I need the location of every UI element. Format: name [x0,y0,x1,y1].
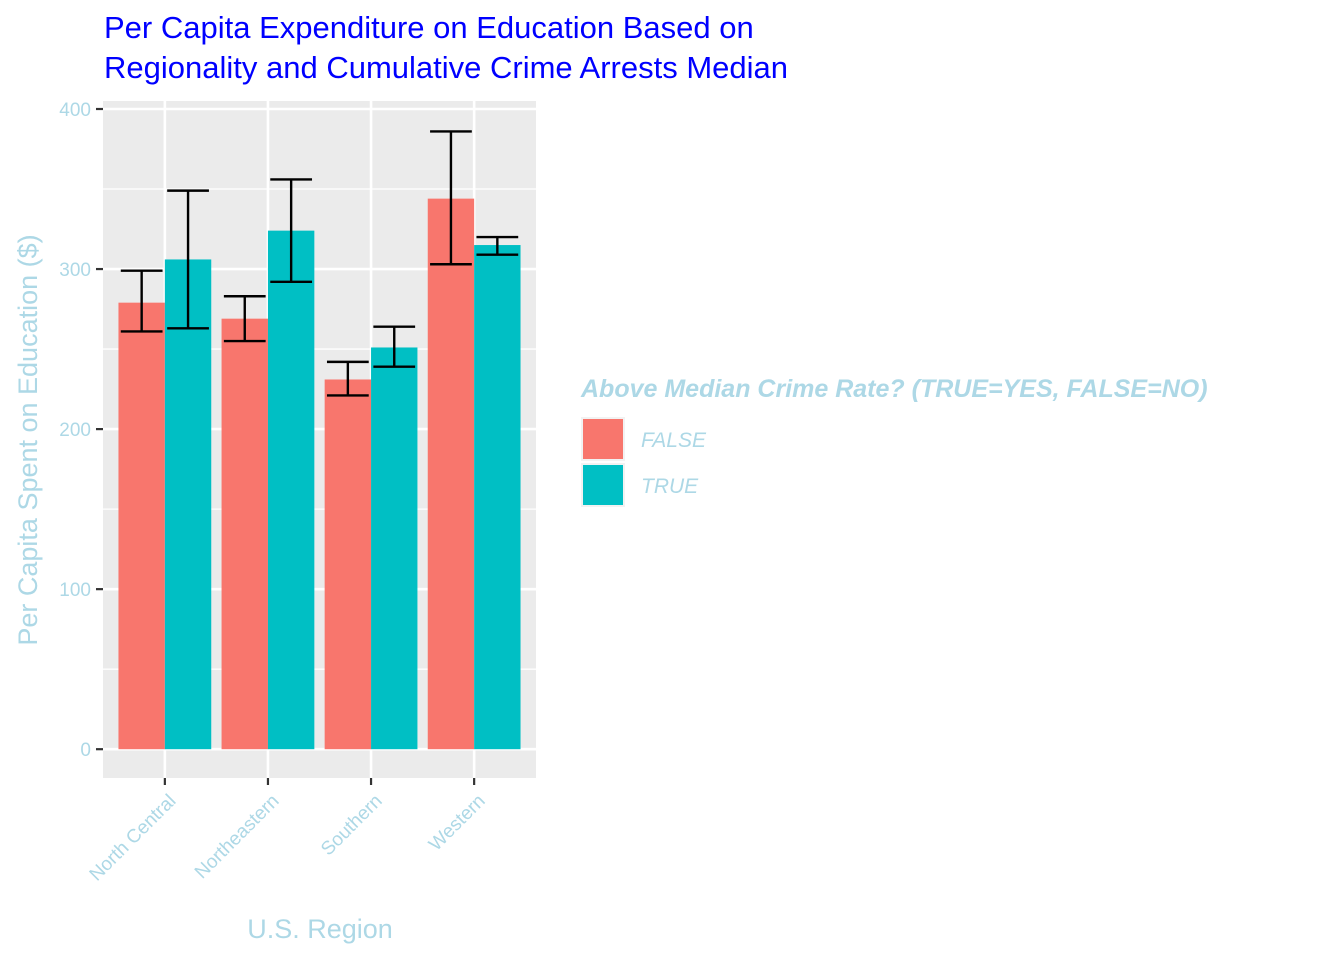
error-bars [120,130,519,397]
legend-key-true [583,465,623,505]
y-axis-title: Per Capita Spent on Education ($) [13,234,43,645]
x-tick-label: Western [425,791,490,856]
bar-true [474,245,521,750]
bar-false [427,198,475,750]
bar-false [324,379,372,750]
legend-title: Above Median Crime Rate? (TRUE=YES, FALS… [580,375,1208,403]
y-axis: 0 100 200 300 400 [59,100,103,761]
bar-true [164,259,212,750]
error-bar [430,130,472,266]
legend: Above Median Crime Rate? (TRUE=YES, FALS… [580,375,1208,507]
bar-false [221,318,268,750]
error-bar [476,235,519,256]
bar-false [118,302,165,750]
error-bar [167,189,209,330]
error-bar [326,360,369,397]
bar-true [267,230,315,750]
chart-title-line-1: Per Capita Expenditure on Education Base… [104,10,754,45]
chart-title-line-2: Regionality and Cumulative Crime Arrests… [104,50,788,85]
error-bar [120,269,163,333]
x-tick-label: Northeastern [191,791,284,884]
x-tick-label: North Central [86,791,181,886]
error-bar [223,295,266,343]
legend-label-false: FALSE [641,429,707,452]
y-tick-label: 400 [59,100,91,121]
error-bar [270,178,313,284]
error-bar [373,325,416,368]
x-axis: North Central Northeastern Southern Western [86,778,490,885]
bars [118,198,521,750]
y-tick-label: 200 [59,420,91,441]
bar-true [371,347,418,750]
x-axis-title: U.S. Region [247,914,393,944]
legend-label-true: TRUE [641,475,699,498]
legend-key-false [583,419,623,459]
y-tick-label: 0 [80,740,91,761]
y-tick-label: 300 [59,260,91,281]
x-tick-label: Southern [317,791,386,860]
y-tick-label: 100 [59,580,91,601]
